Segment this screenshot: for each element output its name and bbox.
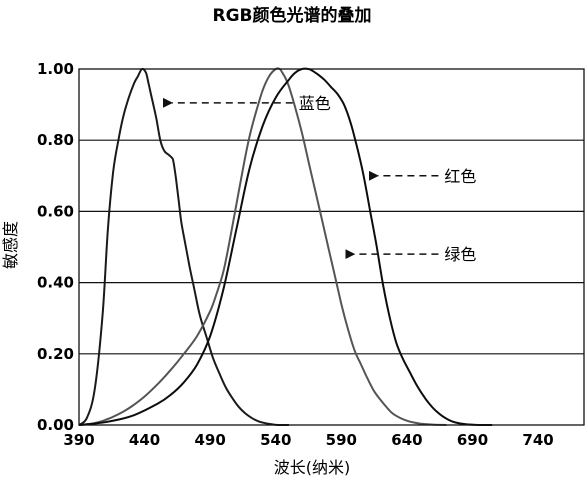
series-line-1: [78, 67, 447, 426]
x-axis-label: 波长(纳米): [274, 458, 351, 477]
grid-lines: [79, 139, 584, 355]
y-tick-label: 0.00: [37, 416, 74, 434]
y-tick-label: 1.00: [37, 60, 74, 78]
y-tick-label: 0.40: [37, 274, 74, 292]
x-tick-label: 690: [457, 431, 488, 449]
y-tick-label: 0.20: [37, 345, 74, 363]
x-tick-labels: 390 440 490 540 590 640 690 740: [63, 431, 553, 449]
y-tick-label: 0.60: [37, 202, 74, 220]
x-tick-label: 390: [63, 431, 94, 449]
x-tick-label: 740: [522, 431, 553, 449]
x-tick-label: 490: [195, 431, 226, 449]
x-tick-label: 590: [326, 431, 357, 449]
x-tick-label: 540: [260, 431, 291, 449]
x-tick-label: 640: [391, 431, 422, 449]
series-lines: [78, 67, 493, 427]
y-axis-label: 敏感度: [1, 221, 20, 269]
annotation-label: 红色: [444, 167, 476, 186]
x-tick-label: 440: [129, 431, 160, 449]
chart-title: RGB颜色光谱的叠加: [212, 5, 371, 26]
series-line-2: [78, 67, 493, 427]
series-line-0: [78, 67, 289, 427]
annotation-label: 蓝色: [299, 94, 331, 113]
y-tick-label: 0.80: [37, 131, 74, 149]
y-tick-labels: 0.00 0.20 0.40 0.60 0.80 1.00: [37, 60, 74, 434]
annotation-label: 绿色: [444, 245, 476, 264]
plot-frame: [78, 68, 585, 426]
